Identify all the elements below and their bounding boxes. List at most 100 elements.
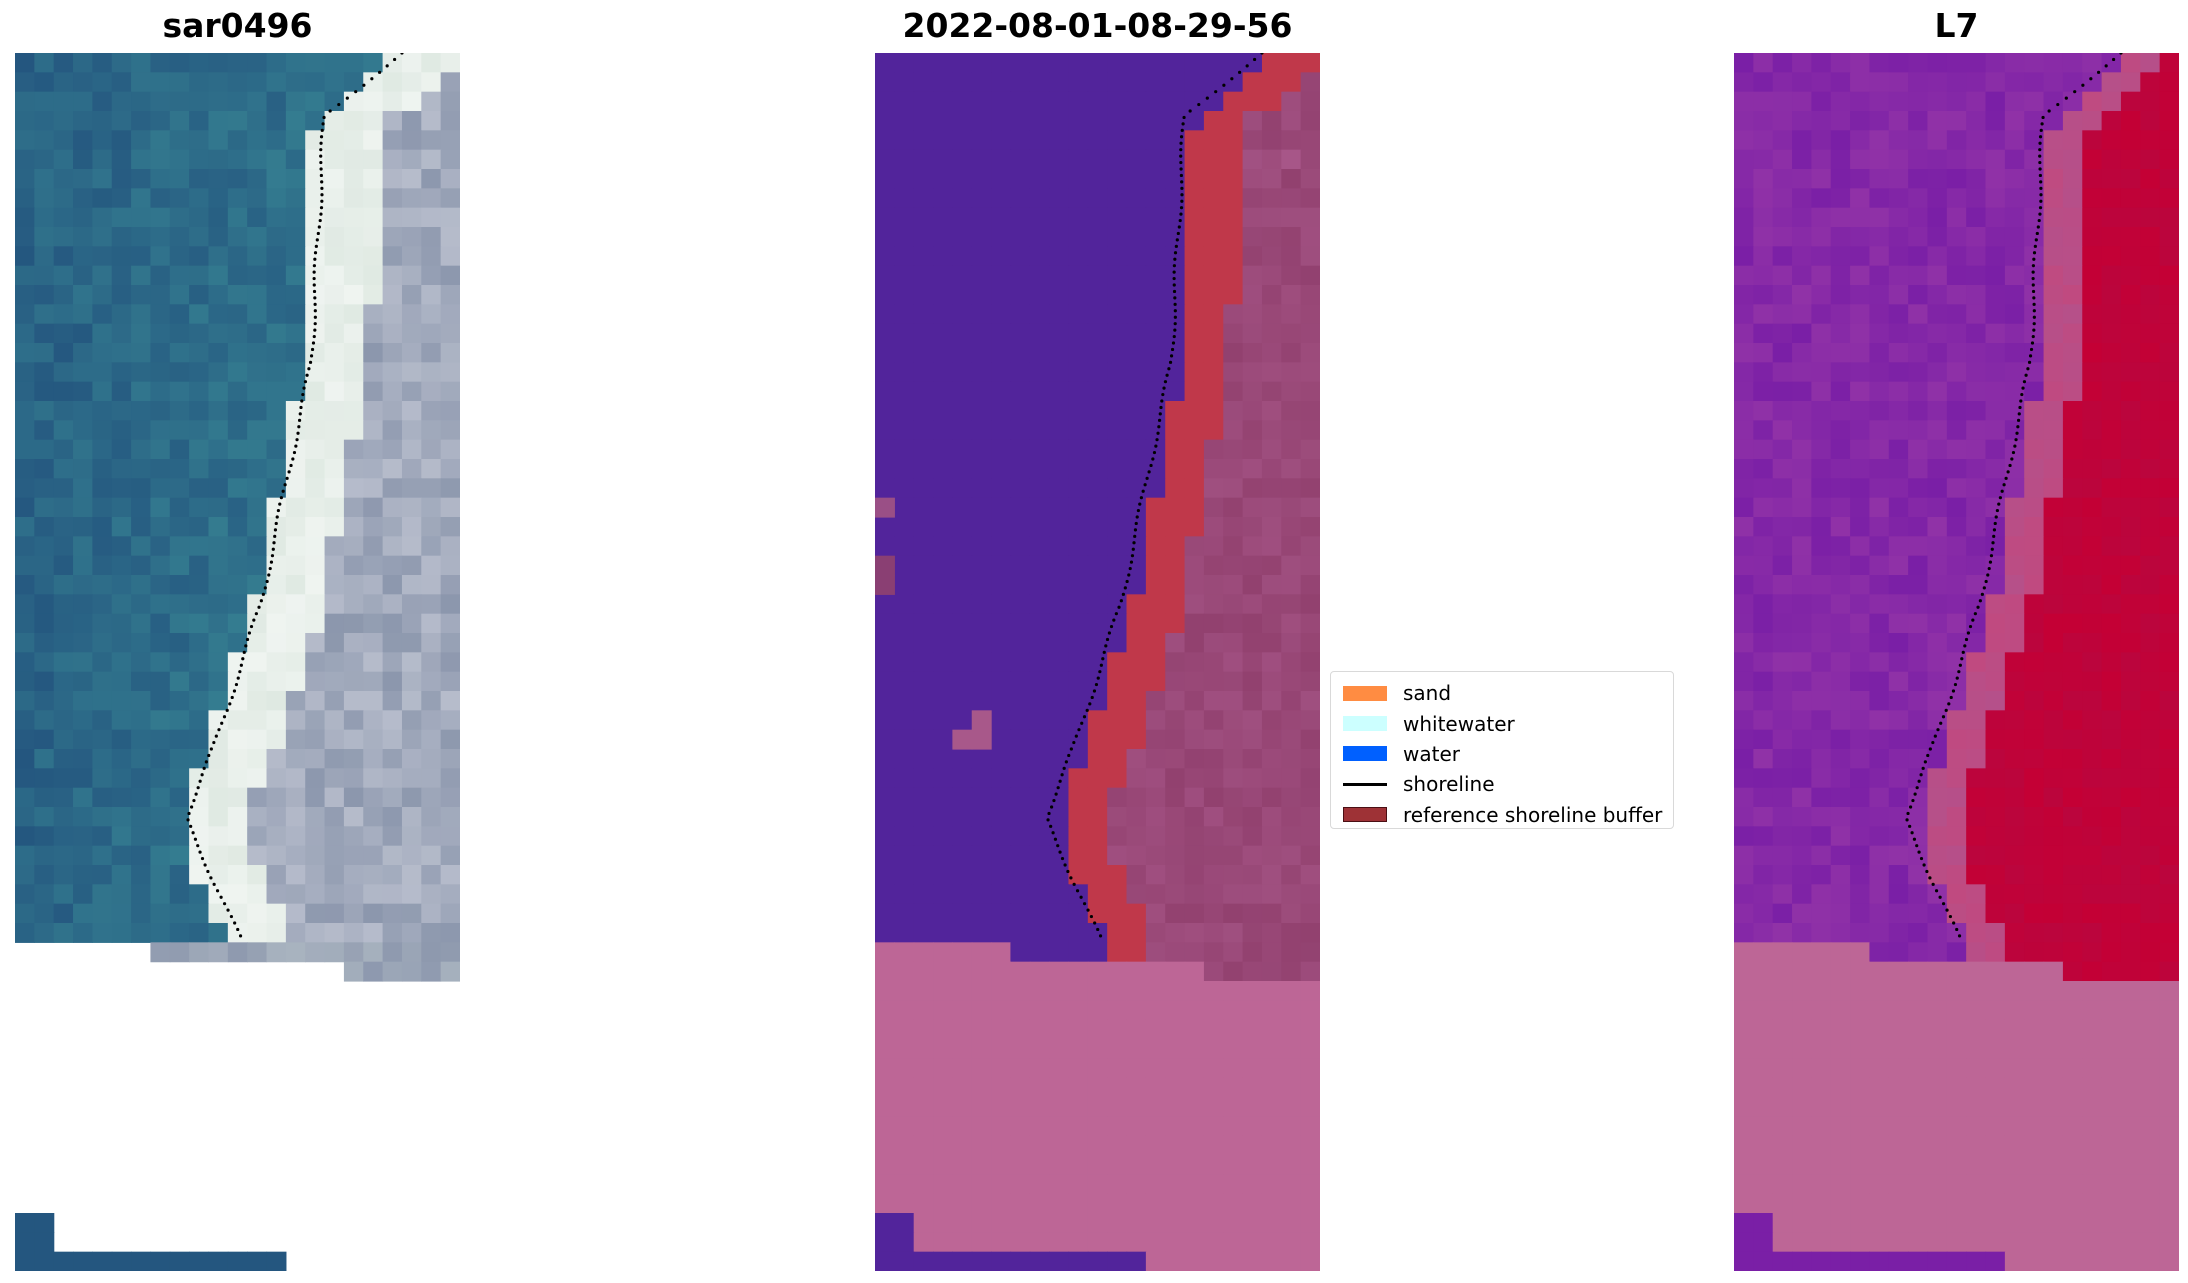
pixel-cell	[1946, 1116, 1967, 1137]
pixel-cell	[1049, 845, 1070, 866]
pixel-cell	[324, 865, 345, 885]
pixel-cell	[952, 439, 973, 460]
pixel-cell	[875, 188, 895, 209]
pixel-cell	[2004, 246, 2025, 267]
pixel-cell	[285, 865, 306, 885]
shoreline-point	[2008, 463, 2012, 468]
pixel-cell	[952, 1232, 973, 1253]
pixel-cell	[933, 768, 953, 789]
pixel-cell	[1126, 1077, 1147, 1098]
pixel-cell	[227, 227, 248, 247]
pixel-cell	[1087, 575, 1108, 595]
pixel-cell	[894, 594, 915, 615]
pixel-cell	[991, 1039, 1012, 1059]
shoreline-point	[1994, 515, 1998, 519]
pixel-cell	[1281, 594, 1302, 615]
shoreline-point	[1926, 753, 1930, 758]
pixel-cell	[305, 265, 326, 286]
pixel-cell	[266, 381, 287, 402]
pixel-cell	[1261, 420, 1282, 441]
pixel-cell	[1888, 981, 1909, 1001]
pixel-cell	[2062, 865, 2083, 885]
pixel-cell	[382, 807, 403, 827]
pixel-cell	[1830, 227, 1851, 247]
pixel-cell	[1029, 1097, 1050, 1117]
pixel-cell	[1010, 1232, 1031, 1253]
shoreline-point	[1993, 521, 1997, 526]
pixel-cell	[1811, 459, 1832, 479]
pixel-cell	[382, 865, 403, 885]
pixel-cell	[1888, 1155, 1909, 1175]
pixel-cell	[2159, 304, 2179, 325]
pixel-cell	[1029, 1077, 1050, 1098]
pixel-cell	[1985, 671, 2006, 692]
pixel-cell	[1792, 459, 1812, 479]
pixel-cell	[1927, 111, 1948, 131]
shoreline-point	[270, 554, 275, 558]
pixel-cell	[266, 111, 287, 131]
pixel-cell	[92, 149, 113, 170]
pixel-cell	[894, 227, 915, 247]
shoreline-point	[1173, 257, 1177, 261]
pixel-cell	[111, 401, 132, 421]
pixel-cell	[1184, 923, 1205, 943]
pixel-cell	[2082, 1155, 2103, 1175]
pixel-cell	[1029, 1232, 1050, 1253]
pixel-cell	[2159, 981, 2179, 1001]
pixel-cell	[2159, 923, 2179, 943]
pixel-cell	[1068, 285, 1089, 305]
pixel-cell	[2004, 130, 2025, 151]
shoreline-point	[2015, 431, 2019, 435]
pixel-cell	[933, 149, 953, 170]
pixel-cell	[933, 1039, 953, 1059]
pixel-cell	[169, 227, 190, 247]
pixel-cell	[2062, 1193, 2083, 1214]
shoreline-point	[385, 64, 389, 68]
shoreline-point	[1906, 811, 1910, 816]
pixel-cell	[111, 884, 132, 905]
pixel-cell	[1203, 942, 1224, 963]
pixel-cell	[991, 671, 1012, 692]
pixel-cell	[1145, 633, 1166, 653]
shoreline-point	[273, 528, 278, 532]
pixel-cell	[1734, 1193, 1754, 1214]
pixel-cell	[1165, 575, 1186, 595]
shoreline-point	[312, 270, 316, 274]
pixel-cell	[1087, 362, 1108, 383]
pixel-cell	[247, 942, 268, 963]
pixel-cell	[894, 865, 915, 885]
pixel-cell	[111, 536, 132, 557]
pixel-cell	[73, 671, 93, 692]
pixel-cell	[150, 169, 171, 189]
pixel-cell	[894, 536, 915, 557]
pixel-cell	[1927, 594, 1948, 615]
pixel-cell	[1811, 575, 1832, 595]
pixel-cell	[1068, 1155, 1089, 1175]
pixel-cell	[2062, 981, 2083, 1001]
pixel-cell	[227, 246, 248, 267]
pixel-cell	[2062, 671, 2083, 692]
pixel-cell	[2159, 459, 2179, 479]
pixel-cell	[305, 91, 326, 112]
pixel-cell	[1107, 227, 1128, 247]
pixel-cell	[1753, 459, 1774, 479]
pixel-cell	[53, 710, 74, 731]
shoreline-point	[308, 360, 313, 364]
pixel-cell	[1869, 961, 1890, 982]
pixel-cell	[1811, 807, 1832, 827]
pixel-cell	[2082, 1116, 2103, 1137]
pixel-cell	[1792, 1077, 1812, 1098]
pixel-cell	[189, 72, 210, 93]
pixel-cell	[1772, 613, 1793, 634]
pixel-cell	[1830, 845, 1851, 866]
pixel-cell	[933, 555, 953, 576]
pixel-cell	[1145, 1000, 1166, 1021]
pixel-cell	[1242, 903, 1263, 924]
pixel-cell	[2082, 439, 2103, 460]
pixel-cell	[1753, 265, 1774, 286]
pixel-cell	[894, 53, 915, 73]
pixel-cell	[933, 1193, 953, 1214]
pixel-cell	[1300, 923, 1320, 943]
shoreline-point	[261, 592, 265, 596]
pixel-cell	[73, 1251, 93, 1271]
